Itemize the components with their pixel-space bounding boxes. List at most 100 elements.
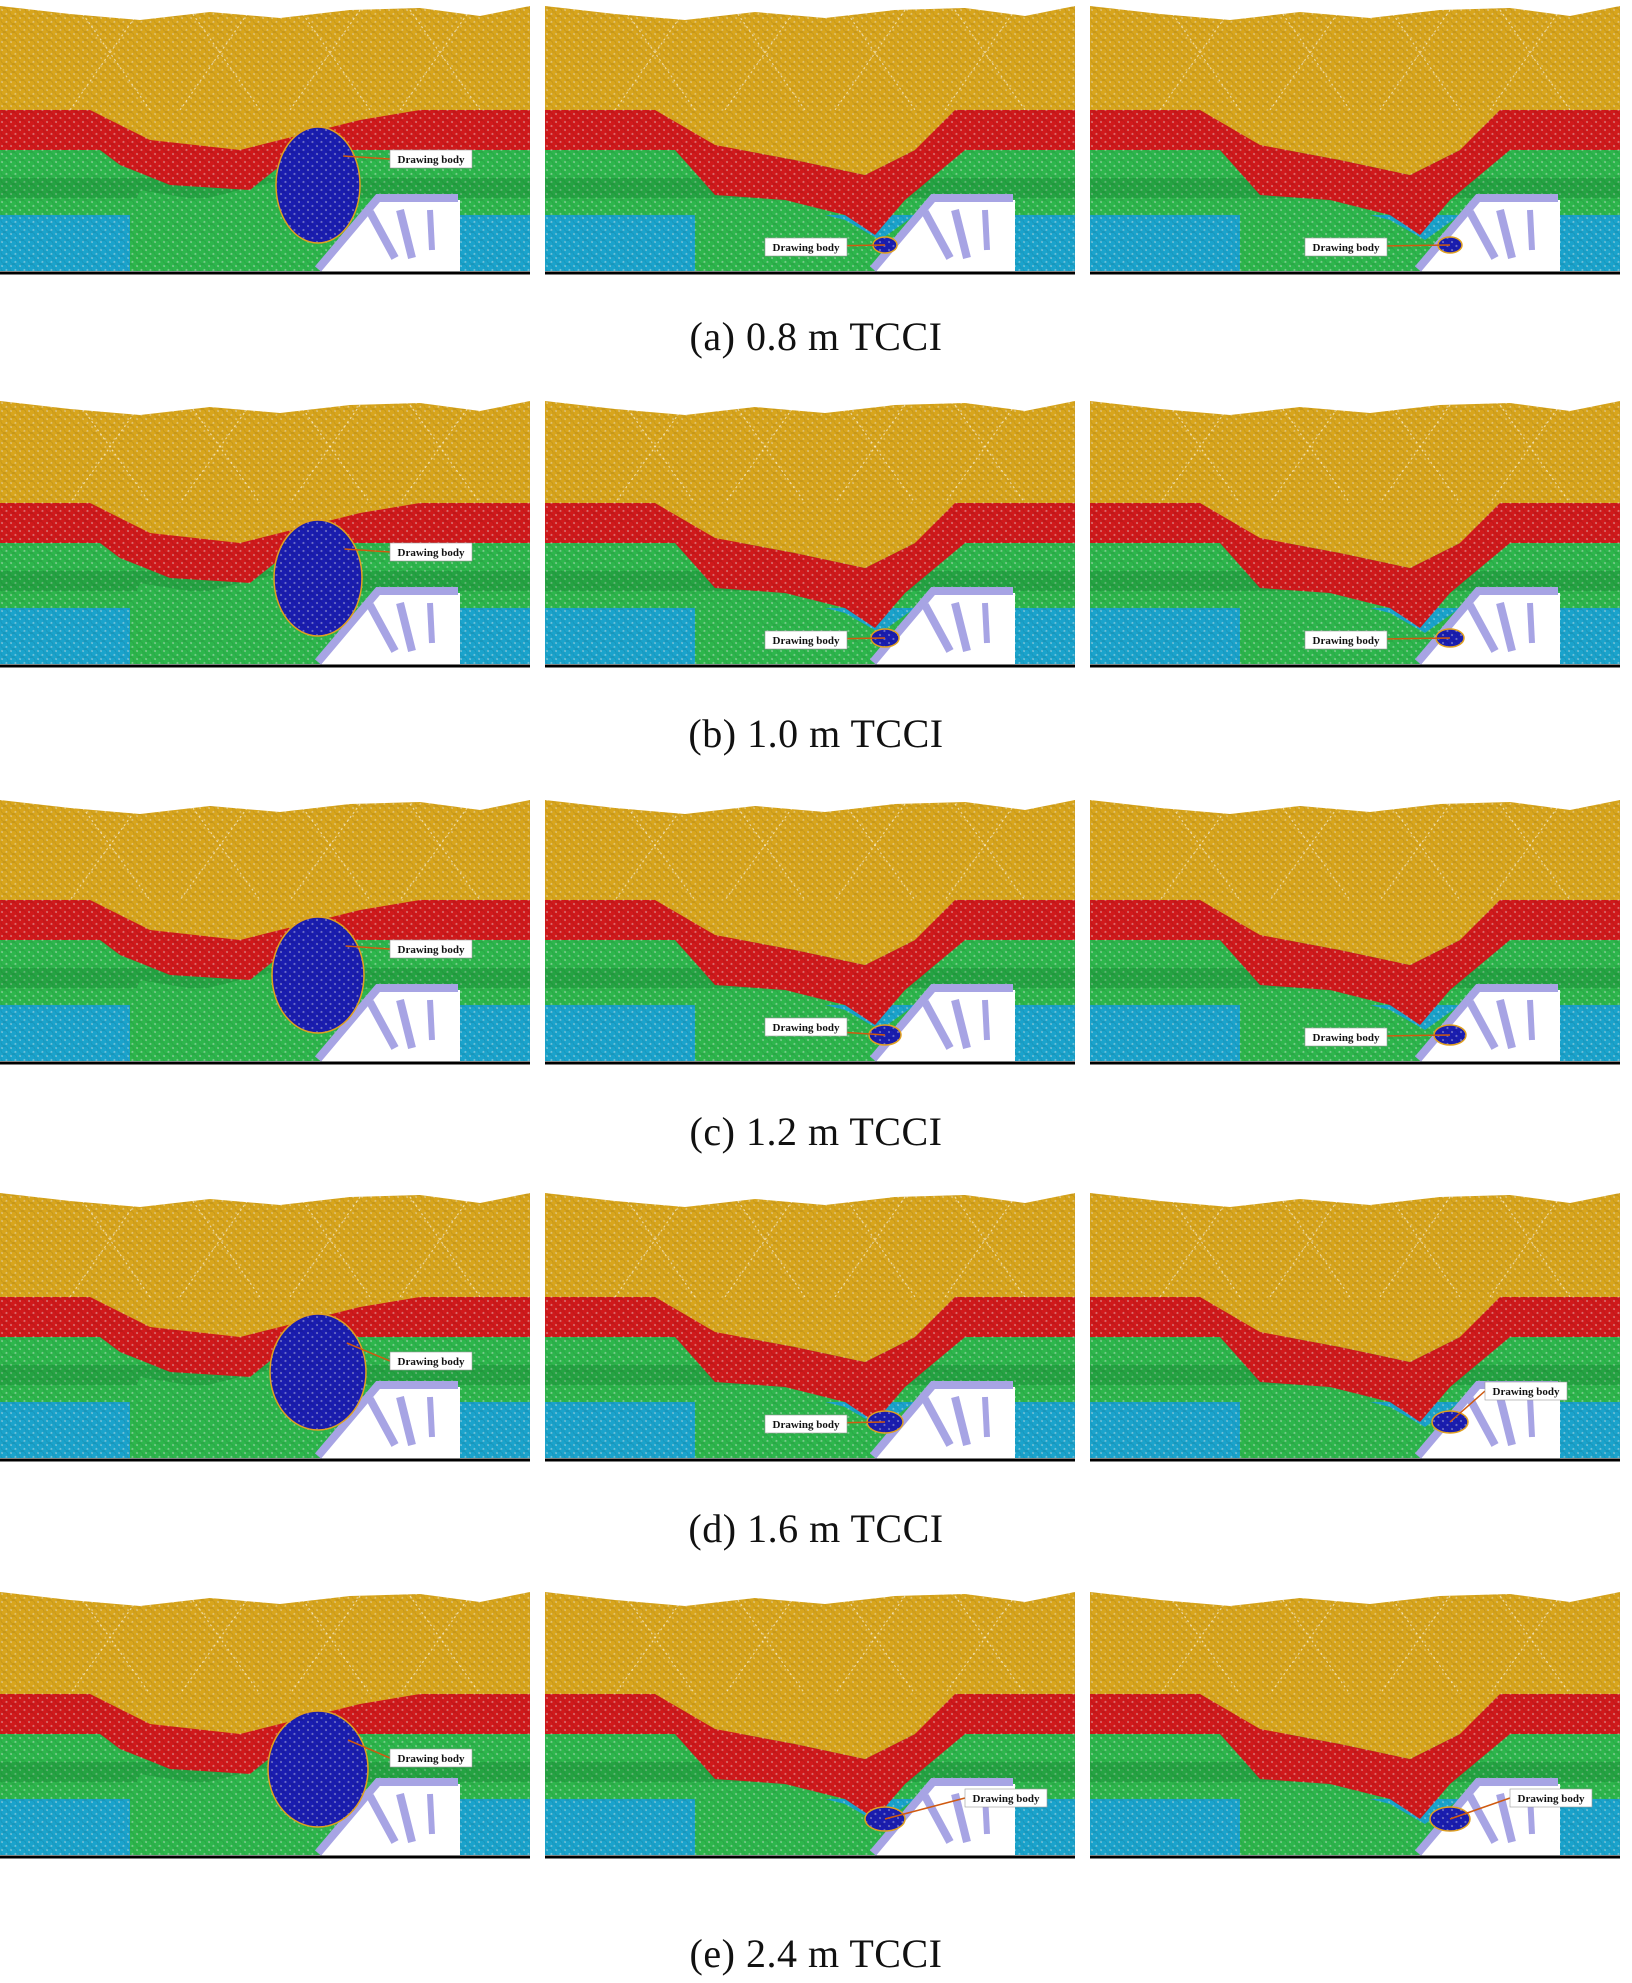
simulation-panel: Drawing body [0, 1187, 530, 1462]
top-coal-layer [545, 401, 1075, 503]
subsided-red-layer [90, 1297, 450, 1377]
drawing-body-label: Drawing body [773, 635, 840, 647]
subsided-top-coal [90, 110, 420, 150]
drawing-body-label: Drawing body [773, 1022, 840, 1034]
subsided-top-coal [1200, 110, 1500, 175]
subsided-top-coal [655, 503, 955, 568]
label-box [1304, 1027, 1388, 1047]
subsided-top-coal [1200, 1694, 1500, 1759]
simulation-panel: Drawing body [545, 0, 1075, 275]
drawing-body-label: Drawing body [398, 547, 465, 559]
subsided-top-coal [1200, 900, 1500, 965]
simulation-panel: Drawing body [0, 393, 530, 668]
panel-graphic: Drawing body [1090, 1592, 1620, 1859]
simulation-panel: Drawing body [1090, 790, 1620, 1065]
panel-row: Drawing body Drawing body Drawing body [0, 1187, 1632, 1462]
subsided-red-layer [90, 110, 450, 190]
disturbed-green-zone [1240, 990, 1480, 1061]
label-box [1304, 237, 1388, 257]
panel-graphic: Drawing body [0, 6, 530, 275]
label-box [764, 237, 848, 257]
simulation-panel: Drawing body [1090, 393, 1620, 668]
subsided-top-coal [90, 503, 420, 543]
top-coal-layer [545, 1193, 1075, 1297]
drawing-body-label: Drawing body [398, 1753, 465, 1765]
subsided-top-coal [90, 900, 420, 940]
drawing-body [275, 126, 361, 244]
simulation-panel: Drawing body [0, 1584, 530, 1859]
disturbed-green-zone [1240, 1784, 1480, 1855]
panel-graphic: Drawing body [0, 1592, 530, 1859]
label-box [764, 630, 848, 650]
panel-graphic: Drawing body [545, 1592, 1075, 1859]
simulation-panel: Drawing body [1090, 0, 1620, 275]
top-coal-layer [1090, 1592, 1620, 1694]
row-caption: (d) 1.6 m TCCI [688, 1506, 944, 1551]
label-box [764, 1017, 848, 1037]
simulation-panel: Drawing body [545, 790, 1075, 1065]
panel-row: Drawing body Drawing body Drawing body [0, 790, 1632, 1065]
panel-graphic: Drawing body [545, 401, 1075, 668]
subsided-red-layer [1200, 1297, 1510, 1422]
panel-graphic: Drawing body [0, 800, 530, 1065]
subsided-red-layer [1200, 503, 1510, 628]
subsided-red-layer [655, 503, 965, 628]
subsided-top-coal [655, 1694, 955, 1759]
simulation-panel: Drawing body [545, 393, 1075, 668]
drawing-body [267, 1710, 369, 1828]
subsided-top-coal [90, 1694, 420, 1734]
subsided-red-layer [655, 1297, 965, 1422]
panel-graphic: Drawing body [545, 1193, 1075, 1462]
panel-row: Drawing body Drawing body Drawing body [0, 393, 1632, 668]
hydraulic-support [869, 587, 1015, 665]
top-coal-layer [0, 800, 530, 900]
row-caption: (b) 1.0 m TCCI [688, 711, 944, 756]
subsided-red-layer [1200, 110, 1510, 235]
label-box [964, 1788, 1048, 1808]
drawing-body-label: Drawing body [1313, 635, 1380, 647]
top-coal-layer [1090, 1193, 1620, 1297]
top-coal-layer [545, 800, 1075, 900]
drawing-body-label: Drawing body [1313, 242, 1380, 254]
top-coal-layer [0, 1592, 530, 1694]
disturbed-green-zone [1240, 1387, 1480, 1458]
panel-graphic: Drawing body [0, 1193, 530, 1462]
subsided-top-coal [1200, 503, 1500, 568]
label-box [1509, 1788, 1593, 1808]
disturbed-green-zone [1240, 593, 1480, 664]
panel-graphic: Drawing body [1090, 6, 1620, 275]
label-box [764, 1414, 848, 1434]
hydraulic-support [314, 194, 460, 272]
simulation-panel: Drawing body [1090, 1187, 1620, 1462]
disturbed-green-zone [1240, 200, 1480, 271]
drawing-body-label: Drawing body [398, 154, 465, 166]
panel-graphic: Drawing body [1090, 1193, 1620, 1462]
panel-graphic: Drawing body [0, 401, 530, 668]
simulation-panel: Drawing body [0, 0, 530, 275]
simulation-panel: Drawing body [0, 790, 530, 1065]
top-coal-layer [545, 1592, 1075, 1694]
top-coal-layer [1090, 800, 1620, 900]
subsided-top-coal [655, 110, 955, 175]
simulation-panel: Drawing body [545, 1187, 1075, 1462]
label-box [389, 149, 473, 169]
label-box [389, 1748, 473, 1768]
label-box [1304, 630, 1388, 650]
simulation-panel: Drawing body [1090, 1584, 1620, 1859]
top-coal-layer [1090, 6, 1620, 110]
hydraulic-support [314, 1381, 460, 1459]
top-coal-layer [0, 401, 530, 503]
panel-row: Drawing body Drawing body Drawing body [0, 0, 1632, 275]
subsided-top-coal [655, 900, 955, 965]
drawing-body-label: Drawing body [773, 242, 840, 254]
panel-graphic: Drawing body [545, 6, 1075, 275]
hydraulic-support [314, 984, 460, 1062]
hydraulic-support [1414, 1381, 1560, 1459]
subsided-red-layer [655, 900, 965, 1025]
top-coal-layer [545, 6, 1075, 110]
drawing-body-label: Drawing body [1493, 1386, 1560, 1398]
label-box [1484, 1381, 1568, 1401]
panel-row: Drawing body Drawing body Drawing body [0, 1584, 1632, 1859]
subsided-red-layer [655, 110, 965, 235]
